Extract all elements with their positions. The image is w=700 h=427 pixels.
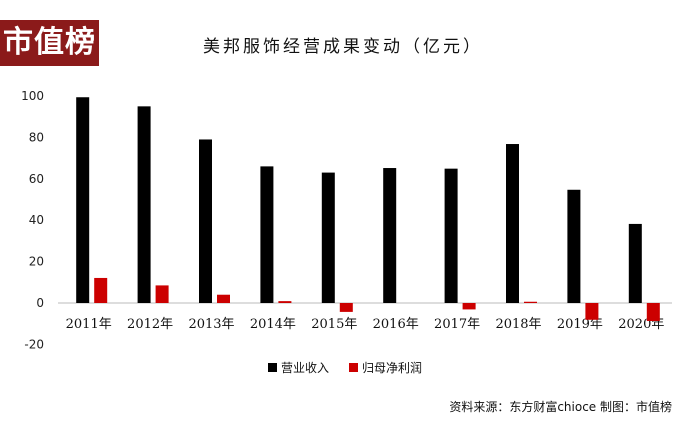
revenue-bar (199, 139, 212, 303)
y-tick-label: 80 (29, 130, 44, 144)
x-tick-label: 2018年 (495, 317, 541, 332)
y-tick-label: 60 (29, 172, 44, 186)
legend: 营业收入 归母净利润 (268, 361, 422, 375)
net-profit-bar (339, 303, 353, 312)
y-tick-label: 40 (29, 213, 44, 227)
x-tick-label: 2017年 (434, 317, 480, 332)
y-tick-label: 0 (36, 296, 44, 310)
revenue-bar (567, 189, 581, 303)
x-tick-label: 2012年 (127, 317, 173, 332)
revenue-bar (76, 97, 90, 303)
revenue-bar (444, 168, 458, 303)
net-profit-bar (462, 303, 476, 310)
x-tick-label: 2013年 (188, 317, 234, 332)
revenue-bar (260, 166, 274, 303)
net-profit-bar (524, 301, 537, 303)
net-profit-bar (646, 303, 660, 322)
revenue-bar (506, 144, 519, 303)
bars-group (76, 97, 660, 322)
legend-swatch (268, 363, 277, 372)
x-tick-label: 2014年 (250, 317, 296, 332)
legend-swatch (349, 363, 358, 372)
x-tick-label: 2015年 (311, 317, 357, 332)
net-profit-bar (278, 301, 292, 303)
net-profit-bar (217, 294, 230, 303)
x-tick-label: 2019年 (557, 317, 603, 332)
legend-label: 营业收入 (281, 361, 329, 375)
net-profit-bar (585, 303, 599, 320)
chart-title: 美邦服饰经营成果变动（亿元） (203, 37, 483, 57)
revenue-bar (137, 106, 151, 303)
y-tick-label: -20 (24, 337, 44, 351)
x-tick-label: 2011年 (66, 317, 112, 332)
brand-logo: 市值榜 (0, 20, 99, 66)
revenue-bar (628, 223, 642, 303)
net-profit-bar (94, 277, 108, 303)
legend-label: 归母净利润 (362, 361, 422, 375)
net-profit-bar (155, 285, 169, 303)
x-tick-label: 2016年 (373, 317, 419, 332)
y-tick-label: 100 (21, 89, 44, 103)
revenue-bar (383, 168, 397, 303)
axis-group: -20 0 20 40 60 80 100 2011年 2012年 2013年 2014年 2015年… (21, 89, 672, 351)
revenue-bar (321, 172, 335, 303)
source-note: 资料来源：东方财富chioce 制图：市值榜 (449, 399, 672, 414)
y-tick-label: 20 (29, 255, 44, 269)
